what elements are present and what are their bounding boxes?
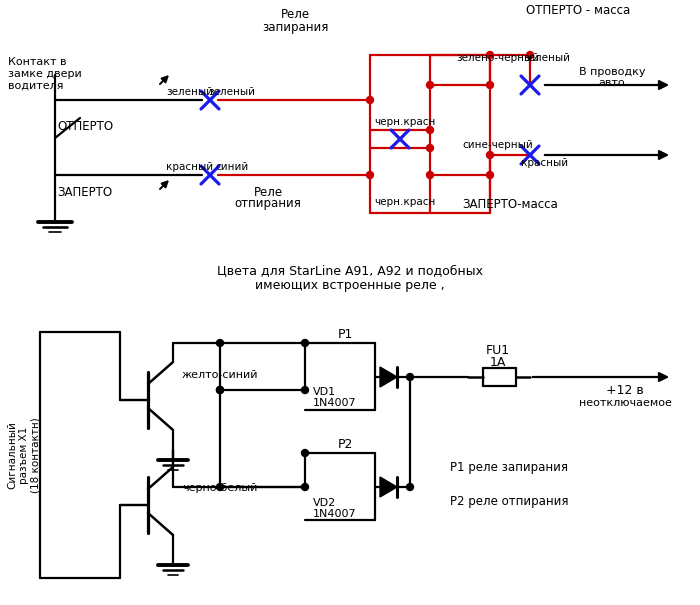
Circle shape: [302, 387, 309, 393]
Text: ЗАПЕРТО: ЗАПЕРТО: [57, 186, 112, 198]
Text: красный: красный: [521, 158, 568, 168]
Circle shape: [302, 339, 309, 347]
Circle shape: [302, 483, 309, 491]
Text: VD1: VD1: [313, 387, 336, 397]
Circle shape: [216, 387, 223, 393]
Text: Цвета для StarLine A91, A92 и подобных: Цвета для StarLine A91, A92 и подобных: [217, 266, 483, 278]
Text: В проводку: В проводку: [579, 67, 645, 77]
Text: 1N4007: 1N4007: [313, 509, 356, 519]
Text: имеющих встроенные реле ,: имеющих встроенные реле ,: [256, 278, 444, 292]
Circle shape: [426, 171, 433, 178]
Text: ЗАПЕРТО-масса: ЗАПЕРТО-масса: [462, 198, 558, 212]
Text: черно-белый: черно-белый: [182, 483, 258, 493]
Text: синий: синий: [216, 162, 248, 172]
Circle shape: [407, 483, 414, 491]
Text: красный: красный: [167, 162, 214, 172]
Text: зеленый: зеленый: [209, 87, 256, 97]
Text: желто-синий: желто-синий: [182, 370, 258, 380]
Circle shape: [486, 51, 493, 59]
Circle shape: [426, 82, 433, 88]
Text: P2 реле отпирания: P2 реле отпирания: [450, 494, 568, 508]
Text: водителя: водителя: [8, 81, 64, 91]
Polygon shape: [380, 477, 397, 497]
Text: отпирания: отпирания: [234, 197, 302, 211]
Text: P1 реле запирания: P1 реле запирания: [450, 462, 568, 474]
Circle shape: [216, 387, 223, 393]
Circle shape: [367, 171, 374, 178]
Circle shape: [486, 82, 493, 88]
Circle shape: [486, 171, 493, 178]
Text: P1: P1: [337, 329, 353, 341]
Text: черн.красн: черн.красн: [374, 117, 435, 127]
Text: Контакт в: Контакт в: [8, 57, 66, 67]
Text: FU1: FU1: [486, 344, 510, 356]
Circle shape: [302, 450, 309, 457]
Text: зеленый: зеленый: [167, 87, 214, 97]
Text: неотключаемое: неотключаемое: [579, 398, 671, 408]
Text: зеленый: зеленый: [523, 53, 570, 63]
Circle shape: [426, 145, 433, 151]
Text: ОТПЕРТО: ОТПЕРТО: [57, 120, 113, 134]
Text: ОТПЕРТО - масса: ОТПЕРТО - масса: [526, 4, 630, 16]
Polygon shape: [380, 367, 397, 387]
Text: 1N4007: 1N4007: [313, 398, 356, 408]
Text: Реле: Реле: [281, 8, 309, 22]
Text: запирания: запирания: [262, 21, 328, 33]
Text: Реле: Реле: [253, 186, 283, 198]
Circle shape: [216, 339, 223, 347]
Text: авто: авто: [598, 78, 625, 88]
Text: зелено-черный: зелено-черный: [456, 53, 540, 63]
Text: замке двери: замке двери: [8, 69, 82, 79]
Circle shape: [486, 151, 493, 159]
Text: Сигнальный
разъем X1
(18 контактн): Сигнальный разъем X1 (18 контактн): [8, 417, 41, 493]
Circle shape: [526, 51, 533, 59]
Text: VD2: VD2: [313, 498, 336, 508]
Circle shape: [216, 483, 223, 491]
Text: сине-черный: сине-черный: [463, 140, 533, 150]
Text: P2: P2: [337, 439, 353, 451]
Circle shape: [407, 373, 414, 381]
Text: +12 в: +12 в: [606, 385, 644, 397]
Circle shape: [367, 97, 374, 103]
Circle shape: [426, 126, 433, 134]
Text: черн.красн: черн.красн: [374, 197, 435, 207]
Text: 1A: 1A: [490, 356, 506, 370]
